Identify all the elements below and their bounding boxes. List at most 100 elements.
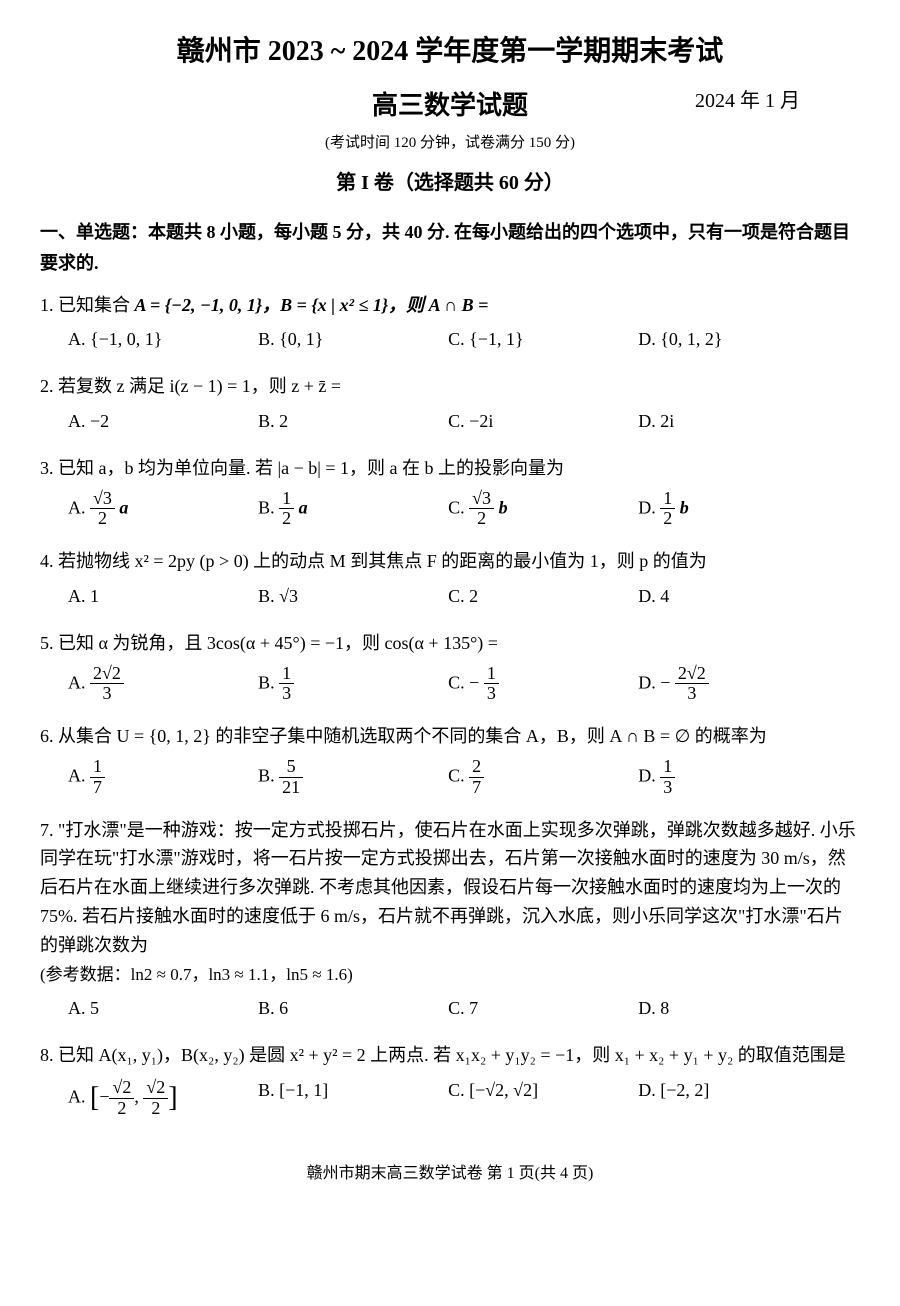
q6a-den: 7	[90, 778, 105, 798]
q8-option-c: C. [−√2, √2]	[448, 1076, 638, 1121]
subject-title: 高三数学试题	[372, 91, 528, 120]
q4-option-c: C. 2	[448, 582, 638, 611]
q4-option-d: D. 4	[638, 582, 828, 611]
q2-option-b: B. 2	[258, 407, 448, 436]
q3a-num: √3	[90, 489, 115, 510]
page-footer: 赣州市期末高三数学试卷 第 1 页(共 4 页)	[40, 1161, 860, 1187]
q8a-prefix: A.	[68, 1086, 90, 1106]
q8a-den1: 2	[109, 1099, 134, 1119]
q8a-lbracket: [	[90, 1082, 99, 1113]
q3c-den: 2	[469, 509, 494, 529]
q3b-den: 2	[279, 509, 294, 529]
question-6: 6. 从集合 U = {0, 1, 2} 的非空子集中随机选取两个不同的集合 A…	[40, 722, 860, 801]
q3a-label: A.	[68, 497, 86, 517]
q5-option-a: A. 2√23	[68, 664, 258, 705]
q1-stem-prefix: 1. 已知集合	[40, 295, 135, 315]
q6-options: A. 17 B. 521 C. 27 D. 13	[40, 757, 860, 802]
q7-note: (参考数据：ln2 ≈ 0.7，ln3 ≈ 1.1，ln5 ≈ 1.6)	[40, 965, 353, 984]
q8a-num2: √2	[143, 1078, 168, 1099]
exam-date: 2024 年 1 月	[695, 85, 800, 117]
q3b-label: B.	[258, 497, 275, 517]
q6d-num: 1	[660, 757, 675, 778]
q5-stem: 5. 已知 α 为锐角，且 3cos(α + 45°) = −1，则 cos(α…	[40, 633, 498, 653]
q3-option-b: B. 12 a	[258, 489, 448, 530]
q1-stem: A = {−2, −1, 0, 1}，B = {x | x² ≤ 1}，则 A …	[135, 295, 489, 315]
q3d-num: 1	[660, 489, 675, 510]
q5c-den: 3	[484, 684, 499, 704]
q8a-num1: √2	[109, 1078, 134, 1099]
section-title: 第 I 卷（选择题共 60 分）	[40, 167, 860, 199]
q2-option-a: A. −2	[68, 407, 258, 436]
question-3: 3. 已知 a，b 均为单位向量. 若 |a − b| = 1，则 a 在 b …	[40, 454, 860, 533]
q7-stem: 7. "打水漂"是一种游戏：按一定方式投掷石片，使石片在水面上实现多次弹跳，弹跳…	[40, 820, 856, 955]
q3c-label: C.	[448, 497, 465, 517]
q3a-suffix: a	[119, 497, 128, 517]
q6c-den: 7	[469, 778, 484, 798]
question-5: 5. 已知 α 为锐角，且 3cos(α + 45°) = −1，则 cos(α…	[40, 629, 860, 708]
q6b-den: 21	[279, 778, 303, 798]
q5b-num: 1	[279, 664, 294, 685]
q3-options: A. √32 a B. 12 a C. √32 b D. 12 b	[40, 489, 860, 534]
q6b-label: B.	[258, 765, 275, 785]
q7-option-d: D. 8	[638, 994, 828, 1023]
q4-stem: 4. 若抛物线 x² = 2py (p > 0) 上的动点 M 到其焦点 F 的…	[40, 551, 707, 571]
q2-stem: 2. 若复数 z 满足 i(z − 1) = 1，则 z + z̄ =	[40, 376, 341, 396]
q8-option-d: D. [−2, 2]	[638, 1076, 828, 1121]
q3b-num: 1	[279, 489, 294, 510]
q5b-den: 3	[279, 684, 294, 704]
q6-option-b: B. 521	[258, 757, 448, 798]
q5a-label: A.	[68, 672, 86, 692]
q7-options: A. 5 B. 6 C. 7 D. 8	[40, 994, 860, 1027]
q8-stem: 8. 已知 A(x₁, y₁)，B(x₂, y₂) 是圆 x² + y² = 2…	[40, 1045, 846, 1065]
q6-stem: 6. 从集合 U = {0, 1, 2} 的非空子集中随机选取两个不同的集合 A…	[40, 726, 767, 746]
q3d-suffix: b	[680, 497, 689, 517]
question-8: 8. 已知 A(x₁, y₁)，B(x₂, y₂) 是圆 x² + y² = 2…	[40, 1041, 860, 1121]
q2-options: A. −2 B. 2 C. −2i D. 2i	[40, 407, 860, 440]
q5d-den: 3	[675, 684, 709, 704]
q8a-den2: 2	[143, 1099, 168, 1119]
question-7: 7. "打水漂"是一种游戏：按一定方式投掷石片，使石片在水面上实现多次弹跳，弹跳…	[40, 816, 860, 1028]
q1-option-d: D. {0, 1, 2}	[638, 325, 828, 354]
q6a-num: 1	[90, 757, 105, 778]
q6c-num: 2	[469, 757, 484, 778]
q7-option-c: C. 7	[448, 994, 638, 1023]
q2-option-d: D. 2i	[638, 407, 828, 436]
q3a-den: 2	[90, 509, 115, 529]
q6c-label: C.	[448, 765, 465, 785]
q8a-rbracket: ]	[168, 1082, 177, 1113]
q3d-label: D.	[638, 497, 656, 517]
q1-option-c: C. {−1, 1}	[448, 325, 638, 354]
q7-option-b: B. 6	[258, 994, 448, 1023]
q5b-label: B.	[258, 672, 275, 692]
q1-option-b: B. {0, 1}	[258, 325, 448, 354]
question-1: 1. 已知集合 A = {−2, −1, 0, 1}，B = {x | x² ≤…	[40, 291, 860, 359]
q8-options: A. [−√22, √22] B. [−1, 1] C. [−√2, √2] D…	[40, 1076, 860, 1121]
q2-option-c: C. −2i	[448, 407, 638, 436]
q6a-label: A.	[68, 765, 86, 785]
exam-main-title: 赣州市 2023 ~ 2024 学年度第一学期期末考试	[40, 30, 860, 75]
q1-options: A. {−1, 0, 1} B. {0, 1} C. {−1, 1} D. {0…	[40, 325, 860, 358]
q4-options: A. 1 B. √3 C. 2 D. 4	[40, 582, 860, 615]
q5a-den: 3	[90, 684, 124, 704]
q3b-suffix: a	[299, 497, 308, 517]
q3-option-d: D. 12 b	[638, 489, 828, 530]
q5d-label: D. −	[638, 672, 670, 692]
q7-option-a: A. 5	[68, 994, 258, 1023]
q5c-label: C. −	[448, 672, 479, 692]
instructions: 一、单选题：本题共 8 小题，每小题 5 分，共 40 分. 在每小题给出的四个…	[40, 217, 860, 278]
exam-sub-title: 高三数学试题 2024 年 1 月	[40, 85, 860, 127]
q5-options: A. 2√23 B. 13 C. − 13 D. − 2√23	[40, 664, 860, 709]
q8a-sep: ,	[134, 1086, 143, 1106]
question-2: 2. 若复数 z 满足 i(z − 1) = 1，则 z + z̄ = A. −…	[40, 372, 860, 440]
q5c-num: 1	[484, 664, 499, 685]
q8-option-a: A. [−√22, √22]	[68, 1076, 258, 1121]
q5-option-c: C. − 13	[448, 664, 638, 705]
q8-option-b: B. [−1, 1]	[258, 1076, 448, 1121]
q5-option-d: D. − 2√23	[638, 664, 828, 705]
q4-option-a: A. 1	[68, 582, 258, 611]
exam-note: (考试时间 120 分钟，试卷满分 150 分)	[40, 131, 860, 155]
q3-stem: 3. 已知 a，b 均为单位向量. 若 |a − b| = 1，则 a 在 b …	[40, 458, 564, 478]
q6-option-a: A. 17	[68, 757, 258, 798]
q6-option-d: D. 13	[638, 757, 828, 798]
question-4: 4. 若抛物线 x² = 2py (p > 0) 上的动点 M 到其焦点 F 的…	[40, 547, 860, 615]
